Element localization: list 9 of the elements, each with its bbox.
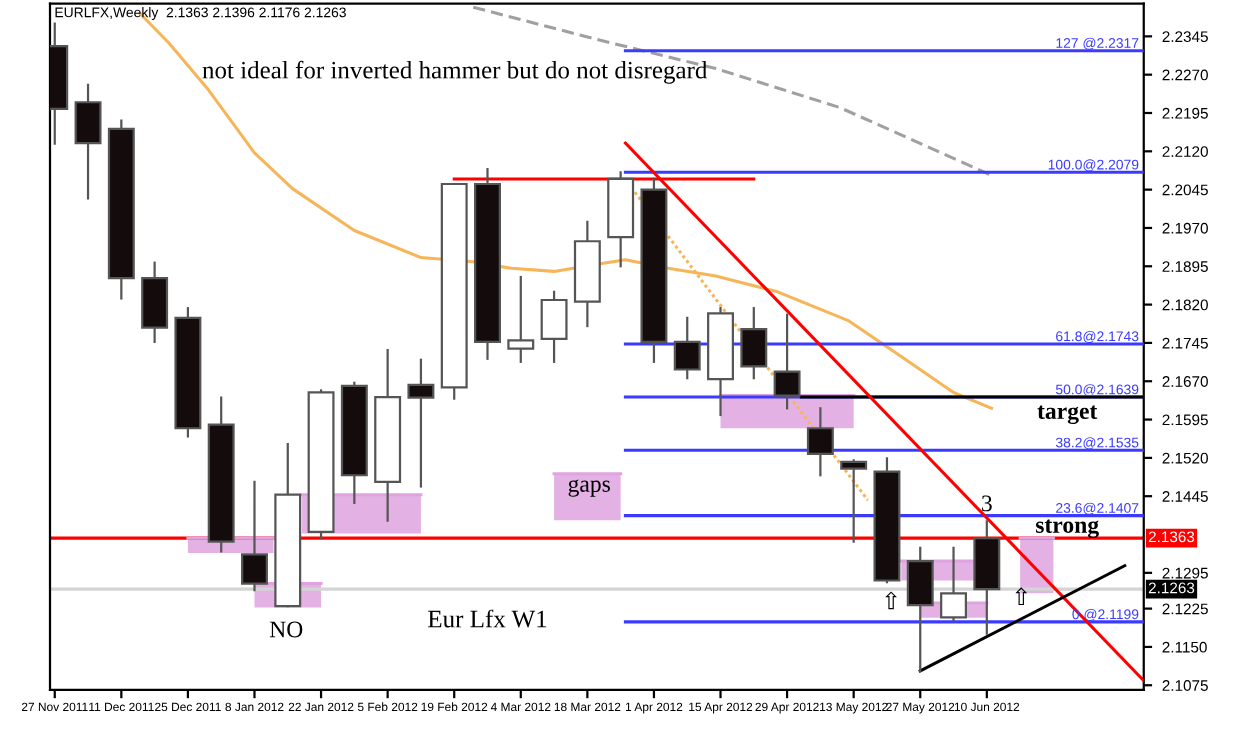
annotation: target	[1037, 405, 1098, 425]
annotation: ⇧	[1015, 587, 1028, 606]
annotation: ⇧	[885, 591, 897, 610]
annotation: Eur Lfx W1	[428, 609, 547, 628]
annotation: NO	[269, 621, 303, 638]
annotation: strong	[1035, 519, 1099, 538]
annotation: 3	[982, 495, 992, 512]
annotation: not ideal for inverted hammer but do not disregard	[202, 60, 708, 84]
annotation: gaps	[568, 479, 610, 497]
